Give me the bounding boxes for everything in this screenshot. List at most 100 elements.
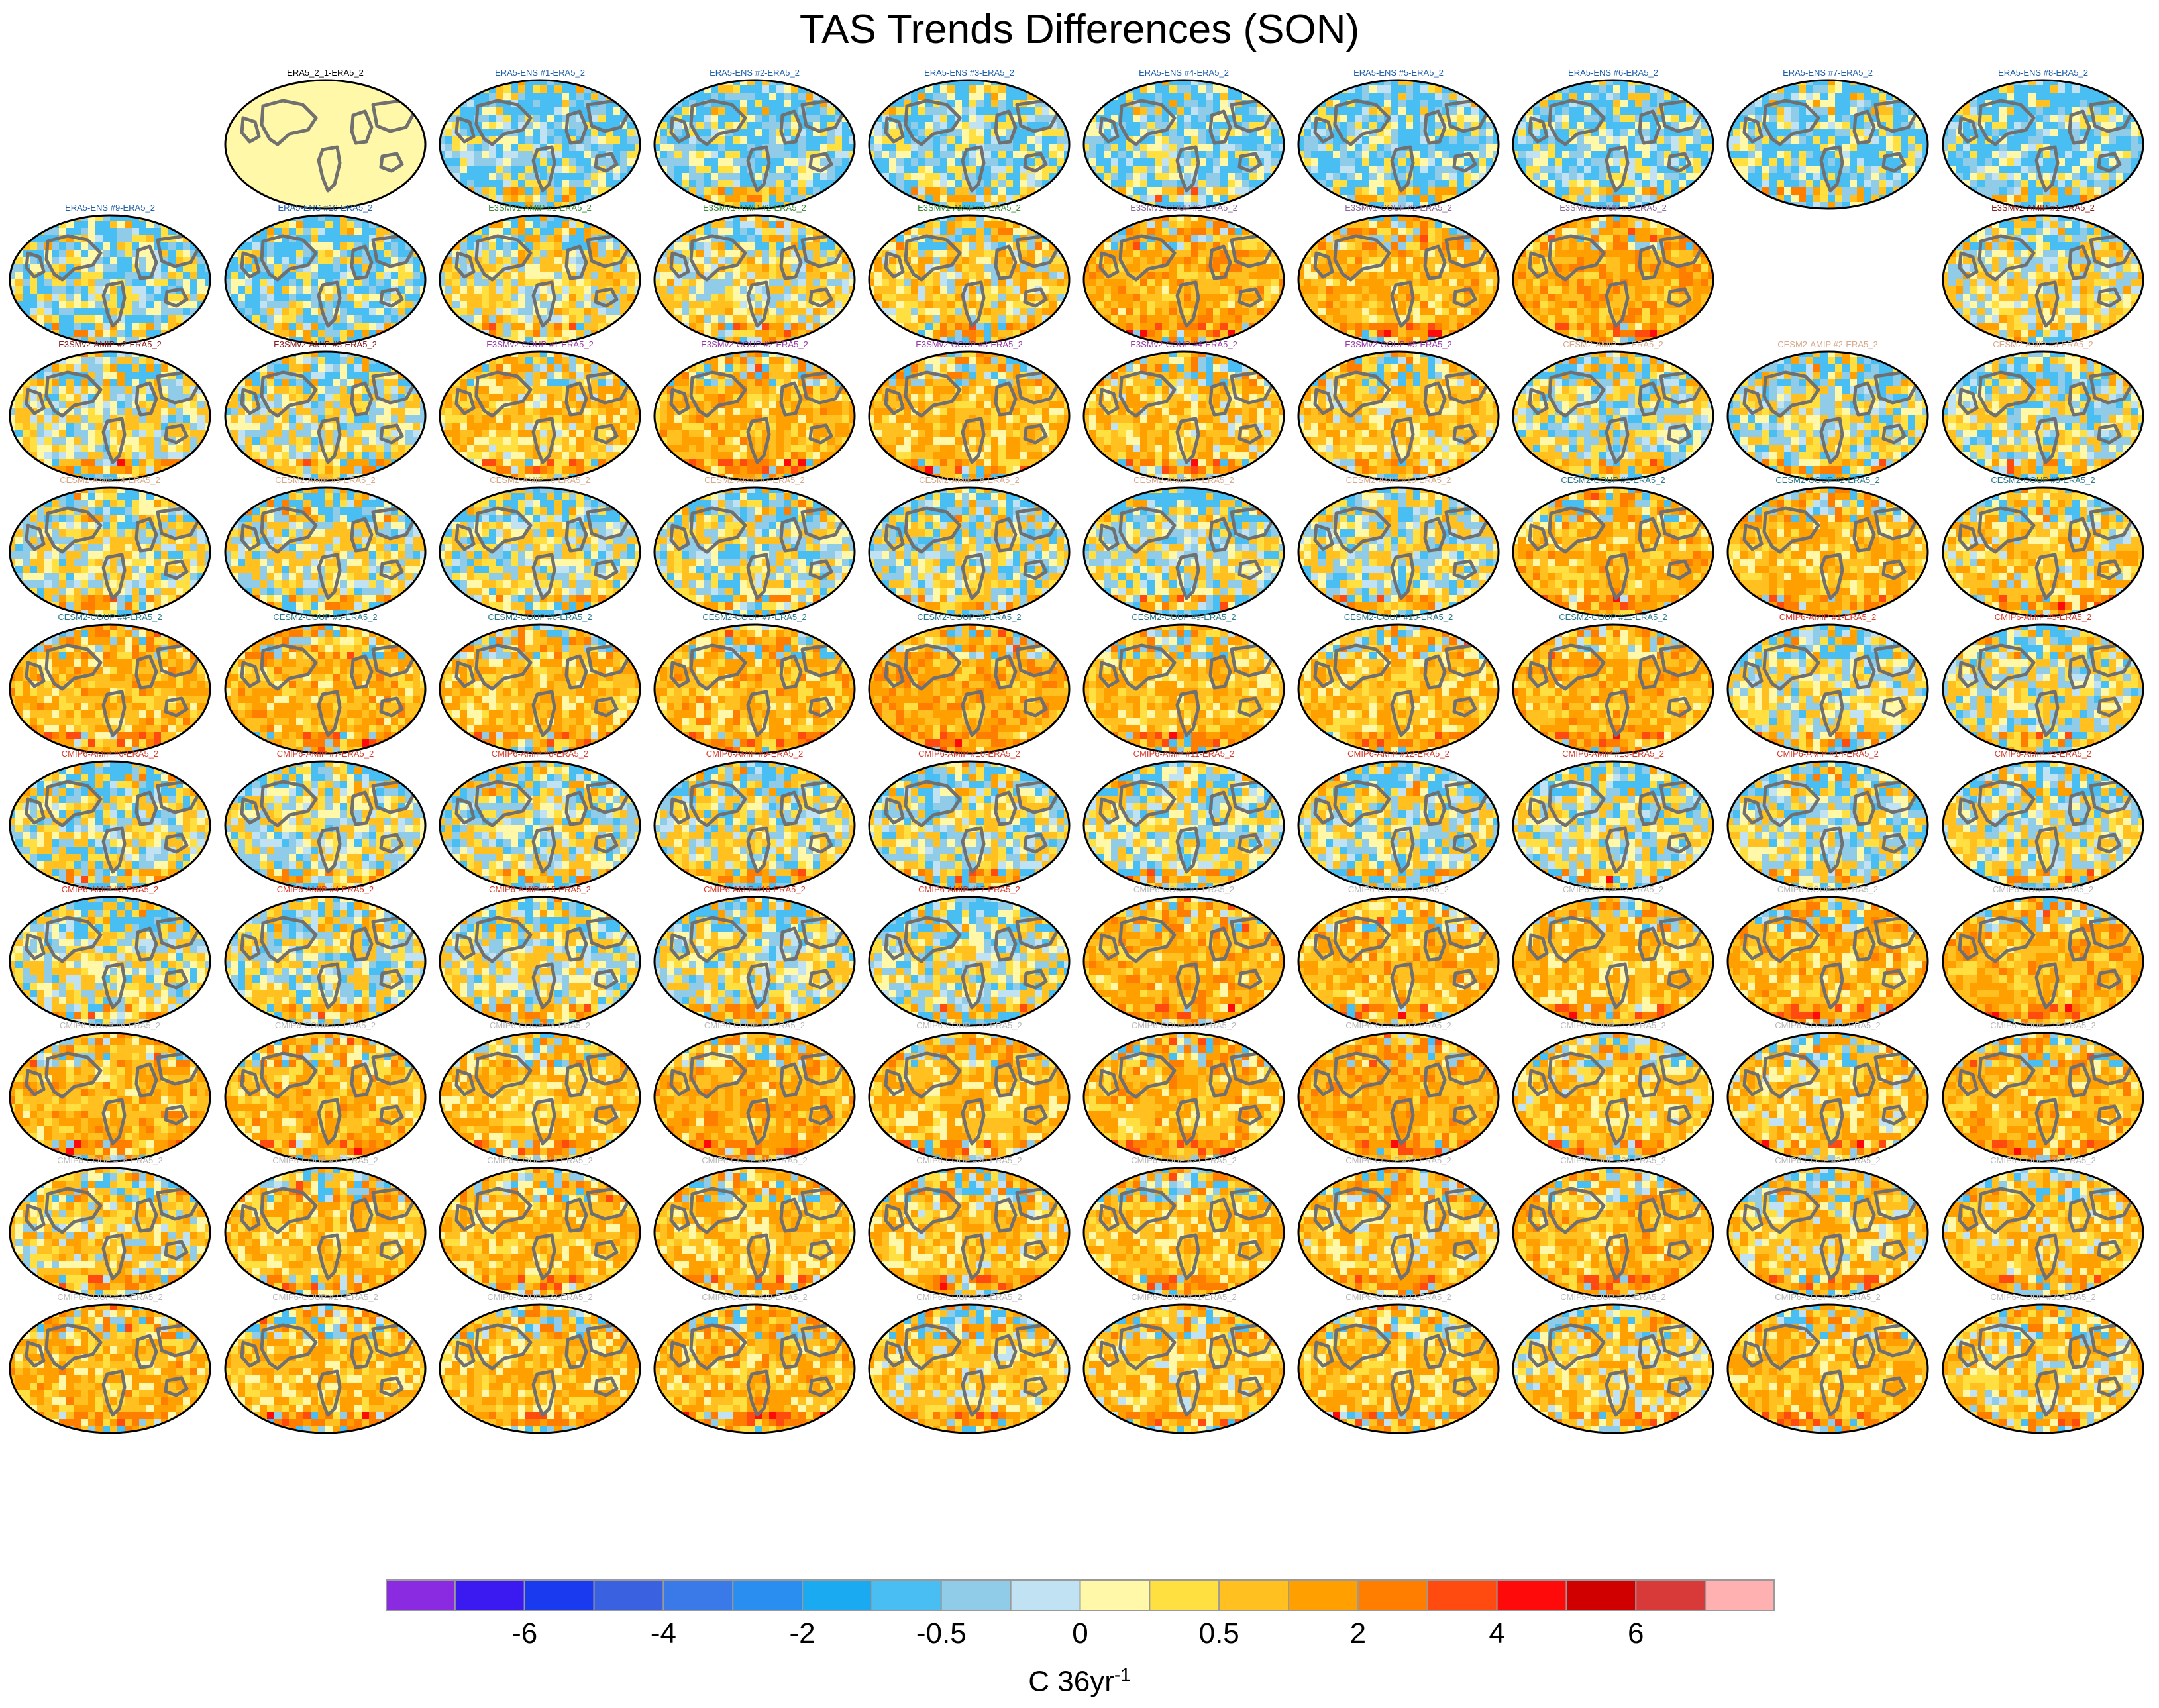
field-cell xyxy=(820,107,828,115)
field-cell xyxy=(489,180,497,188)
field-cell xyxy=(667,195,675,203)
field-cell xyxy=(391,85,399,93)
field-cell xyxy=(1999,100,2007,108)
field-cell xyxy=(1298,93,1304,101)
field-cell xyxy=(296,158,304,166)
field-cell xyxy=(311,166,319,174)
field-cell xyxy=(318,115,326,123)
field-cell xyxy=(1140,129,1148,137)
coastline xyxy=(904,99,962,146)
field-cell xyxy=(627,100,635,108)
field-cell xyxy=(1198,180,1206,188)
field-cell xyxy=(1650,122,1658,130)
field-cell xyxy=(1806,136,1814,144)
field-cell xyxy=(1701,85,1709,93)
field-cell xyxy=(1799,115,1807,123)
field-cell xyxy=(1177,144,1185,152)
field-cell xyxy=(1435,166,1443,174)
field-cell xyxy=(1791,115,1799,123)
field-cell xyxy=(1013,158,1021,166)
field-cell xyxy=(896,129,904,137)
field-cell xyxy=(584,195,592,203)
field-cell xyxy=(762,85,770,93)
field-cell xyxy=(998,129,1006,137)
field-cell xyxy=(489,93,497,101)
field-cell xyxy=(1449,187,1457,195)
field-cell xyxy=(1728,129,1734,137)
field-cell xyxy=(1413,100,1421,108)
field-cell xyxy=(1333,129,1341,137)
field-cell xyxy=(1540,107,1548,115)
field-cell xyxy=(591,129,599,137)
field-cell xyxy=(962,187,970,195)
field-cell xyxy=(1548,144,1555,152)
field-cell xyxy=(1992,115,2000,123)
field-cell xyxy=(1999,144,2007,152)
field-cell xyxy=(354,107,362,115)
field-cell xyxy=(889,122,897,130)
field-cell xyxy=(1155,93,1163,101)
field-cell xyxy=(1777,85,1785,93)
field-cell xyxy=(984,93,992,101)
field-cell xyxy=(784,100,792,108)
field-cell xyxy=(413,187,421,195)
field-cell xyxy=(1133,151,1141,159)
field-cell xyxy=(518,144,526,152)
field-cell xyxy=(711,158,719,166)
field-cell xyxy=(733,122,741,130)
field-cell xyxy=(231,151,238,159)
field-cell xyxy=(1133,100,1141,108)
field-cell xyxy=(2087,136,2095,144)
field-cell xyxy=(1569,187,1577,195)
field-cell xyxy=(1835,93,1843,101)
field-cell xyxy=(391,107,399,115)
field-cell xyxy=(940,202,948,209)
field-cell xyxy=(1769,202,1777,209)
field-cell xyxy=(1708,129,1713,137)
field-cell xyxy=(362,100,370,108)
field-cell xyxy=(1748,85,1756,93)
field-cell xyxy=(2109,85,2117,93)
field-cell xyxy=(1369,151,1377,159)
field-cell xyxy=(225,180,231,188)
field-cell xyxy=(2036,129,2044,137)
field-cell xyxy=(947,129,955,137)
field-cell xyxy=(2043,166,2051,174)
field-cell xyxy=(1850,107,1858,115)
field-cell xyxy=(569,93,577,101)
field-cell xyxy=(635,136,640,144)
field-cell xyxy=(289,85,297,93)
field-cell xyxy=(1762,136,1770,144)
field-cell xyxy=(1777,202,1785,209)
field-cell xyxy=(1333,93,1341,101)
field-cell xyxy=(991,115,999,123)
field-cell xyxy=(769,202,777,209)
field-cell xyxy=(725,115,733,123)
field-cell xyxy=(1042,122,1050,130)
field-cell xyxy=(1235,187,1243,195)
field-cell xyxy=(1642,100,1650,108)
field-cell xyxy=(842,187,850,195)
field-cell xyxy=(1355,151,1363,159)
field-cell xyxy=(1835,209,1843,211)
field-cell xyxy=(1377,100,1385,108)
field-cell xyxy=(1708,144,1713,152)
field-cell xyxy=(1642,158,1650,166)
field-cell xyxy=(2021,115,2029,123)
field-cell xyxy=(231,129,238,137)
field-cell xyxy=(1264,80,1272,86)
field-cell xyxy=(110,228,118,236)
field-cell xyxy=(325,107,333,115)
field-cell xyxy=(303,80,311,86)
field-cell xyxy=(391,129,399,137)
field-cell xyxy=(533,202,541,209)
field-cell xyxy=(869,136,875,144)
coastline xyxy=(994,109,1018,145)
field-cell xyxy=(904,129,912,137)
field-cell xyxy=(1464,115,1472,123)
field-cell xyxy=(776,107,784,115)
field-cell xyxy=(1126,173,1133,181)
field-cell xyxy=(1391,136,1399,144)
field-cell xyxy=(1133,122,1141,130)
field-cell xyxy=(682,129,690,137)
